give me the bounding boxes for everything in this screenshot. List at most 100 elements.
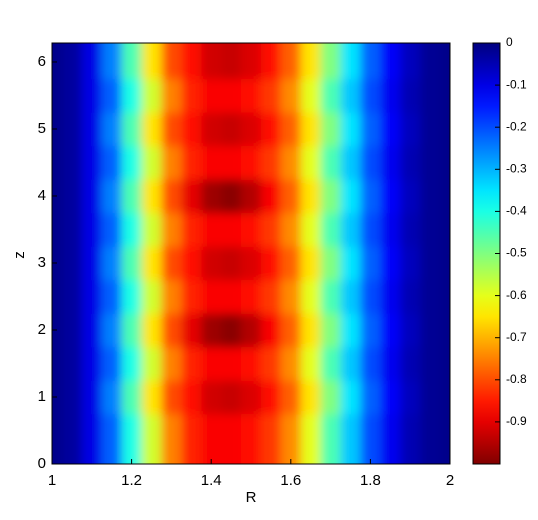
heat-cell xyxy=(221,112,242,147)
heat-cell xyxy=(241,313,262,348)
heat-cell xyxy=(52,145,63,180)
heat-cell xyxy=(260,346,282,381)
heat-cell xyxy=(280,179,302,214)
heat-cell xyxy=(360,179,381,214)
heat-cell xyxy=(440,413,450,448)
heat-cell xyxy=(400,380,421,415)
heat-cell xyxy=(52,313,63,348)
heat-cell xyxy=(221,43,242,80)
heat-cell xyxy=(320,346,342,381)
heat-cell xyxy=(241,447,262,464)
heat-cell xyxy=(201,413,222,448)
heat-cell xyxy=(360,447,381,464)
heat-cell xyxy=(440,78,450,113)
heat-cell xyxy=(181,313,202,348)
heat-cell xyxy=(101,313,123,348)
heat-cell xyxy=(260,413,282,448)
heat-cell xyxy=(320,313,342,348)
heat-cell xyxy=(260,43,282,80)
heat-cell xyxy=(161,179,182,214)
heat-cell xyxy=(101,179,123,214)
heat-cell xyxy=(400,43,421,80)
heat-cell xyxy=(280,447,302,464)
heat-cell xyxy=(340,145,361,180)
heat-cell xyxy=(320,380,342,415)
heat-cell xyxy=(161,212,182,247)
heat-cell xyxy=(121,346,143,381)
heat-cell xyxy=(201,313,222,348)
heat-cell xyxy=(241,112,262,147)
heat-cell xyxy=(440,212,450,247)
heat-cell xyxy=(61,346,83,381)
heat-cell xyxy=(201,380,222,415)
heat-cell xyxy=(280,413,302,448)
heat-cell xyxy=(320,179,342,214)
heat-cell xyxy=(201,346,222,381)
heat-cell xyxy=(280,246,302,281)
heat-cell xyxy=(400,179,421,214)
heat-cell xyxy=(260,380,282,415)
heat-cell xyxy=(340,246,361,281)
heat-cell xyxy=(241,413,262,448)
heat-cell xyxy=(221,145,242,180)
heat-cell xyxy=(201,78,222,113)
heat-cell xyxy=(161,447,182,464)
heat-cell xyxy=(400,212,421,247)
heat-cell xyxy=(360,279,381,314)
heat-cell xyxy=(300,78,322,113)
heat-cell xyxy=(52,43,63,80)
heat-cell xyxy=(201,447,222,464)
heat-cell xyxy=(440,313,450,348)
heat-cell xyxy=(320,43,342,80)
y-tick-label: 6 xyxy=(38,53,46,70)
heat-cell xyxy=(61,313,83,348)
heat-cell xyxy=(101,212,123,247)
heat-cell xyxy=(340,212,361,247)
heat-cell xyxy=(221,447,242,464)
heat-cell xyxy=(440,112,450,147)
heat-cell xyxy=(440,279,450,314)
heat-cell xyxy=(141,179,162,214)
heat-cell xyxy=(360,313,381,348)
heat-cell xyxy=(241,246,262,281)
heat-cell xyxy=(221,78,242,113)
colorbar-axis: 0 -0.1 -0.2 -0.3 -0.4 -0.5 -0.6 -0.7 -0.8 -0.9 xyxy=(495,35,527,428)
colorbar-tick-label: -0.6 xyxy=(506,288,527,302)
heat-cell xyxy=(300,313,322,348)
heat-cell xyxy=(121,78,143,113)
heat-cell xyxy=(141,447,162,464)
heat-cell xyxy=(300,447,322,464)
heat-cell xyxy=(161,380,182,415)
heat-cell xyxy=(241,279,262,314)
colorbar-tick-label: 0 xyxy=(506,35,513,49)
heat-cell xyxy=(61,78,83,113)
heat-cell xyxy=(320,246,342,281)
heat-cell xyxy=(121,145,143,180)
heat-cell xyxy=(380,380,401,415)
heat-cell xyxy=(300,112,322,147)
heat-cell xyxy=(400,447,421,464)
heat-cell xyxy=(181,212,202,247)
heat-cell xyxy=(280,43,302,80)
heat-cell xyxy=(81,413,103,448)
heat-cell xyxy=(81,212,103,247)
heat-cell xyxy=(181,78,202,113)
colorbar-tick-label: -0.4 xyxy=(506,204,527,218)
heat-cell xyxy=(300,380,322,415)
heat-cell xyxy=(181,413,202,448)
heat-cell xyxy=(221,380,242,415)
heat-cell xyxy=(260,78,282,113)
heat-cell xyxy=(241,145,262,180)
heat-cell xyxy=(440,380,450,415)
heat-cell xyxy=(420,380,441,415)
heat-cell xyxy=(380,179,401,214)
heat-cell xyxy=(400,413,421,448)
heat-cell xyxy=(221,313,242,348)
heat-cell xyxy=(380,78,401,113)
y-tick-label: 2 xyxy=(38,321,46,338)
heat-cell xyxy=(201,145,222,180)
heat-cell xyxy=(61,145,83,180)
x-tick-label: 1.6 xyxy=(280,472,301,489)
heat-cell xyxy=(141,78,162,113)
heat-cell xyxy=(260,179,282,214)
